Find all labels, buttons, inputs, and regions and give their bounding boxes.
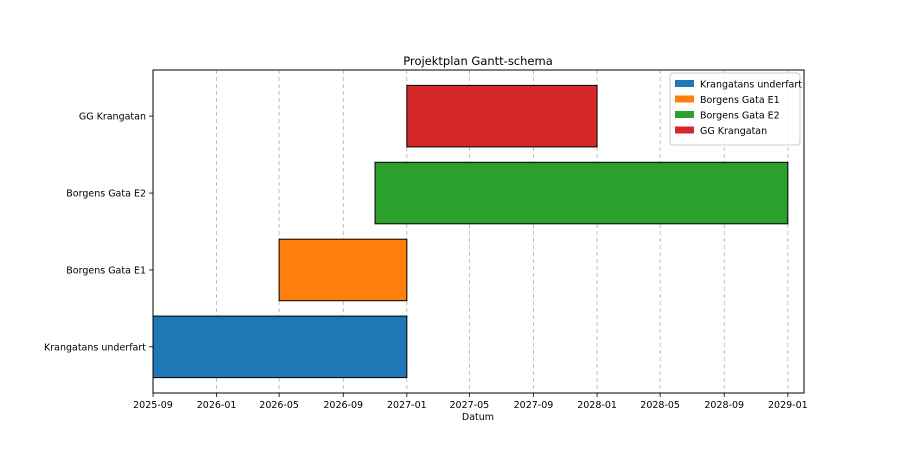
x-tick-label: 2027-05: [450, 400, 490, 411]
y-tick-label: Krangatans underfart: [44, 342, 146, 353]
legend-label: Borgens Gata E1: [700, 95, 780, 106]
y-axis: Krangatans underfart Borgens Gata E1 Borge…: [44, 112, 153, 353]
legend-swatch: [675, 111, 694, 118]
gantt-bar: [406, 84, 598, 148]
x-tick-label: 2028-01: [577, 400, 617, 411]
chart-title: Projektplan Gantt-schema: [403, 54, 553, 68]
y-tick-label: Borgens Gata E2: [66, 189, 146, 200]
bars-layer: [152, 84, 789, 379]
gantt-bar: [374, 161, 789, 225]
legend-label: GG Krangatan: [700, 126, 767, 137]
x-tick-label: 2029-01: [768, 400, 808, 411]
x-tick-label: 2027-09: [514, 400, 554, 411]
x-tick-label: 2028-09: [704, 400, 744, 411]
legend-label: Krangatans underfart: [700, 80, 802, 91]
gantt-bar: [152, 315, 408, 379]
y-tick-label: Borgens Gata E1: [66, 265, 146, 276]
legend-swatch: [675, 95, 694, 103]
gantt-bar: [278, 238, 408, 302]
legend-box: [669, 72, 801, 146]
legend-swatch: [675, 126, 694, 134]
legend-label: Borgens Gata E2: [700, 111, 780, 122]
x-tick-label: 2025-09: [133, 400, 173, 411]
legend: Krangatans underfart Borgens Gata E1 Borge…: [669, 72, 802, 146]
legend-swatch: [675, 80, 694, 87]
x-axis-label: Datum: [462, 412, 494, 423]
x-axis: 2025-09 2026-01 2026-05 2026-09 2027-01 2027-…: [133, 393, 808, 411]
y-tick-label: GG Krangatan: [79, 112, 146, 123]
x-tick-label: 2026-01: [197, 400, 237, 411]
x-tick-label: 2027-01: [387, 400, 427, 411]
x-tick-label: 2026-05: [259, 400, 299, 411]
x-tick-label: 2026-09: [323, 400, 363, 411]
plot-frame: [152, 69, 805, 394]
x-tick-label: 2028-05: [640, 400, 680, 411]
